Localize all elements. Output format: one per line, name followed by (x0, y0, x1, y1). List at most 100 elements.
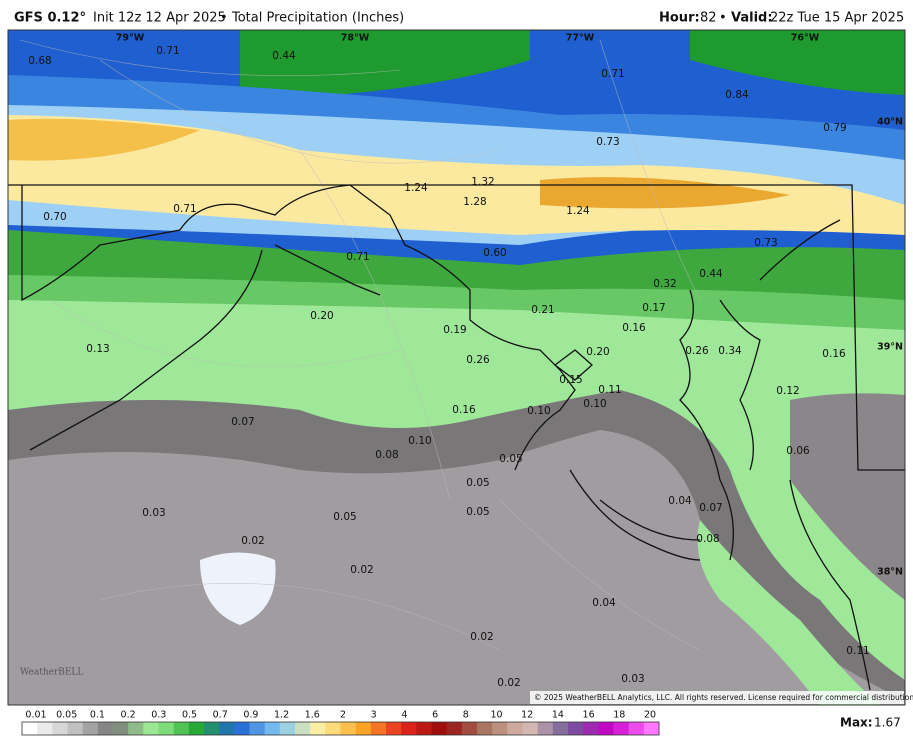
color-swatch (386, 722, 402, 735)
color-swatch (492, 722, 508, 735)
scale-label: 14 (552, 710, 564, 721)
color-swatch (416, 722, 432, 735)
valid-label: Valid: (731, 11, 773, 26)
color-swatch (295, 722, 311, 735)
map-value-label: 0.12 (776, 385, 799, 397)
map-value-label: 0.44 (699, 268, 723, 280)
separator: • (719, 11, 727, 26)
color-swatch (188, 722, 205, 735)
color-swatch (370, 722, 387, 735)
color-swatch (173, 722, 190, 735)
color-swatch (234, 722, 250, 735)
scale-label: 0.1 (90, 710, 105, 721)
color-swatch (401, 722, 417, 735)
map (8, 30, 905, 705)
color-swatch (613, 722, 630, 735)
scale-label: 16 (583, 710, 595, 721)
color-swatch (82, 722, 99, 735)
copyright: © 2025 WeatherBELL Analytics, LLC. All r… (534, 693, 913, 702)
map-value-label: 0.17 (642, 302, 665, 314)
map-value-label: 0.08 (375, 449, 398, 461)
model: GFS 0.12° (14, 11, 86, 26)
color-swatch (279, 722, 296, 735)
hour-label: Hour: (659, 11, 700, 26)
scale-label: 10 (490, 710, 502, 721)
map-value-label: 0.10 (527, 405, 550, 417)
color-swatch (22, 722, 38, 735)
map-frame (7, 29, 906, 706)
valid: 22z Tue 15 Apr 2025 (770, 11, 904, 26)
map-value-label: 0.04 (592, 597, 616, 609)
scale-label: 12 (521, 710, 533, 721)
map-value-label: 0.06 (786, 445, 810, 457)
map-value-label: 1.24 (566, 205, 590, 217)
map-value-label: 0.71 (346, 251, 369, 263)
map-value-label: 0.26 (685, 345, 709, 357)
map-value-label: 0.04 (668, 495, 692, 507)
map-value-label: 0.16 (622, 322, 646, 334)
map-value-label: 0.07 (699, 502, 722, 514)
map-value-label: 0.16 (822, 348, 846, 360)
map-value-label: 0.05 (333, 511, 356, 523)
map-value-label: 0.07 (231, 416, 254, 428)
map-value-label: 0.84 (725, 89, 749, 101)
color-swatch (583, 722, 599, 735)
map-value-label: 0.71 (601, 68, 624, 80)
max-value: 1.67 (874, 716, 901, 730)
scale-label: 0.9 (243, 710, 258, 721)
color-swatch (97, 722, 114, 735)
map-value-label: 0.13 (86, 343, 109, 355)
color-swatch (507, 722, 523, 735)
color-swatch (325, 722, 341, 735)
map-value-label: 0.21 (531, 304, 554, 316)
map-value-label: 0.16 (452, 404, 476, 416)
map-value-label: 0.19 (443, 324, 466, 336)
color-swatch (310, 722, 326, 735)
scale-label: 8 (463, 710, 469, 721)
map-value-label: 0.11 (598, 384, 621, 396)
max-label: Max: (840, 716, 873, 730)
color-swatch (431, 722, 448, 735)
color-swatch (628, 722, 645, 735)
map-value-label: 0.34 (718, 345, 742, 357)
scale-label: 1.6 (305, 710, 320, 721)
latitude-label: 40°N (877, 117, 903, 128)
color-swatch (477, 722, 493, 735)
scale-label: 18 (613, 710, 625, 721)
map-value-label: 1.32 (471, 176, 494, 188)
scale-label: 1.2 (274, 710, 289, 721)
color-swatch (128, 722, 144, 735)
scale-label: 2 (340, 710, 346, 721)
color-swatch (355, 722, 372, 735)
scale-frame (21, 721, 660, 736)
color-swatch (552, 722, 569, 735)
map-value-label: 0.71 (173, 203, 196, 215)
scale-label: 0.2 (121, 710, 136, 721)
color-swatch (537, 722, 554, 735)
map-value-label: 0.71 (156, 45, 179, 57)
map-value-label: 0.15 (559, 374, 582, 386)
map-value-label: 0.02 (350, 564, 373, 576)
map-value-label: 0.70 (43, 211, 66, 223)
color-swatch (249, 722, 266, 735)
map-value-label: 0.26 (466, 354, 490, 366)
map-value-label: 0.68 (28, 55, 51, 67)
map-value-label: 1.28 (463, 196, 486, 208)
scale-label: 4 (401, 710, 407, 721)
scale-label: 0.7 (213, 710, 228, 721)
product: Total Precipitation (Inches) (231, 11, 404, 26)
color-swatch (52, 722, 68, 735)
map-value-label: 0.03 (142, 507, 165, 519)
scale-label: 0.01 (25, 710, 46, 721)
color-swatch (568, 722, 584, 735)
map-value-label: 0.20 (310, 310, 333, 322)
latitude-label: 38°N (877, 567, 903, 578)
map-value-label: 0.60 (483, 247, 506, 259)
color-swatch (158, 722, 175, 735)
hour: 82 (700, 11, 717, 26)
color-swatch (143, 722, 159, 735)
color-swatch (219, 722, 235, 735)
map-value-label: 0.10 (583, 398, 606, 410)
map-value-label: 0.73 (596, 136, 619, 148)
